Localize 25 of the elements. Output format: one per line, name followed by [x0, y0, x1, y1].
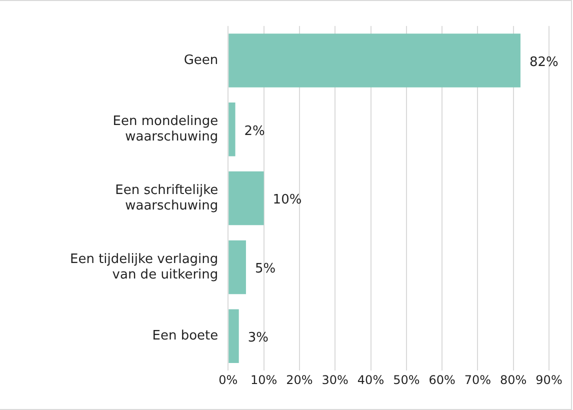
x-tick-label: 10%: [250, 372, 278, 387]
y-tick-label: Een tijdelijke verlaging van de uitkering: [70, 252, 218, 282]
data-label: 2%: [244, 124, 265, 139]
x-tick-label: 0%: [218, 372, 238, 387]
x-tick-label: 40%: [357, 372, 384, 387]
x-tick-label: 50%: [393, 372, 420, 387]
y-tick-label: Een schriftelijke waarschuwing: [115, 182, 218, 214]
x-tick-label: 30%: [322, 372, 348, 387]
y-tick-label: Een boete: [152, 328, 218, 344]
bar: [228, 171, 264, 226]
bar: [228, 102, 236, 156]
data-label: 82%: [529, 54, 558, 70]
x-tick-label: 80%: [500, 372, 527, 387]
bar: [228, 34, 520, 88]
y-tick-label: Geen: [184, 52, 218, 68]
x-tick-label: 20%: [286, 372, 313, 387]
x-tick-label: 60%: [428, 372, 456, 387]
data-label: 10%: [272, 192, 302, 208]
x-tick-label: 90%: [536, 372, 562, 387]
data-label: 3%: [248, 330, 268, 346]
bar: [228, 309, 239, 364]
y-tick-label: Een mondelinge waarschuwing: [112, 114, 218, 145]
x-tick-label: 70%: [464, 372, 492, 387]
bar: [228, 240, 246, 294]
data-label: 5%: [254, 262, 276, 277]
